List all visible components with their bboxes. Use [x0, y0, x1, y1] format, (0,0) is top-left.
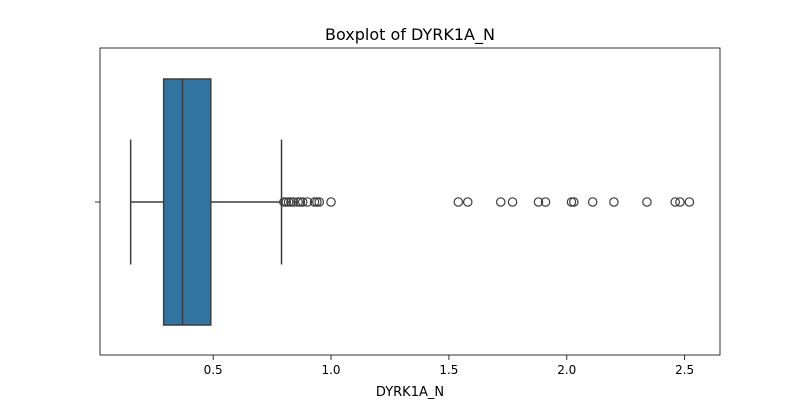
outlier-point — [462, 197, 473, 207]
outlier-point — [566, 197, 577, 207]
x-tick-label: 2.0 — [557, 363, 576, 377]
outlier-point — [281, 197, 292, 207]
x-tick-label: 2.5 — [675, 363, 694, 377]
outlier-point — [302, 197, 313, 207]
x-tick-label: 1.5 — [439, 363, 458, 377]
outlier-point — [297, 197, 308, 207]
iqr-box — [162, 78, 212, 326]
outlier-point — [453, 197, 464, 207]
outlier-point — [587, 197, 598, 207]
outlier-point — [569, 197, 579, 207]
outlier-point — [293, 197, 303, 207]
outlier-point — [283, 197, 294, 207]
outlier-point — [642, 197, 652, 207]
outlier-point — [326, 197, 336, 207]
outlier-point — [279, 197, 289, 207]
chart-marks — [129, 78, 695, 326]
x-tick-label: 0.5 — [204, 363, 223, 377]
x-tick-label: 1.0 — [321, 363, 340, 377]
outlier-point — [314, 197, 325, 207]
outlier-point — [507, 197, 518, 207]
outlier-point — [286, 197, 296, 207]
outlier-point — [495, 197, 506, 207]
outlier-point — [675, 197, 685, 207]
plot-area-frame — [99, 47, 721, 356]
x-axis: 0.5 1.0 1.5 2.0 2.5 — [95, 201, 694, 377]
outlier-point — [309, 197, 320, 207]
outlier-point — [533, 197, 544, 207]
outlier-point — [609, 197, 619, 207]
outlier-point — [684, 197, 695, 207]
outlier-point — [670, 197, 681, 207]
outlier-point — [288, 197, 299, 207]
outlier-point — [312, 197, 322, 207]
chart-title: Boxplot of DYRK1A_N — [325, 25, 495, 45]
x-axis-label: DYRK1A_N — [376, 385, 444, 400]
outlier-point — [540, 197, 551, 207]
outlier-point — [295, 197, 306, 207]
